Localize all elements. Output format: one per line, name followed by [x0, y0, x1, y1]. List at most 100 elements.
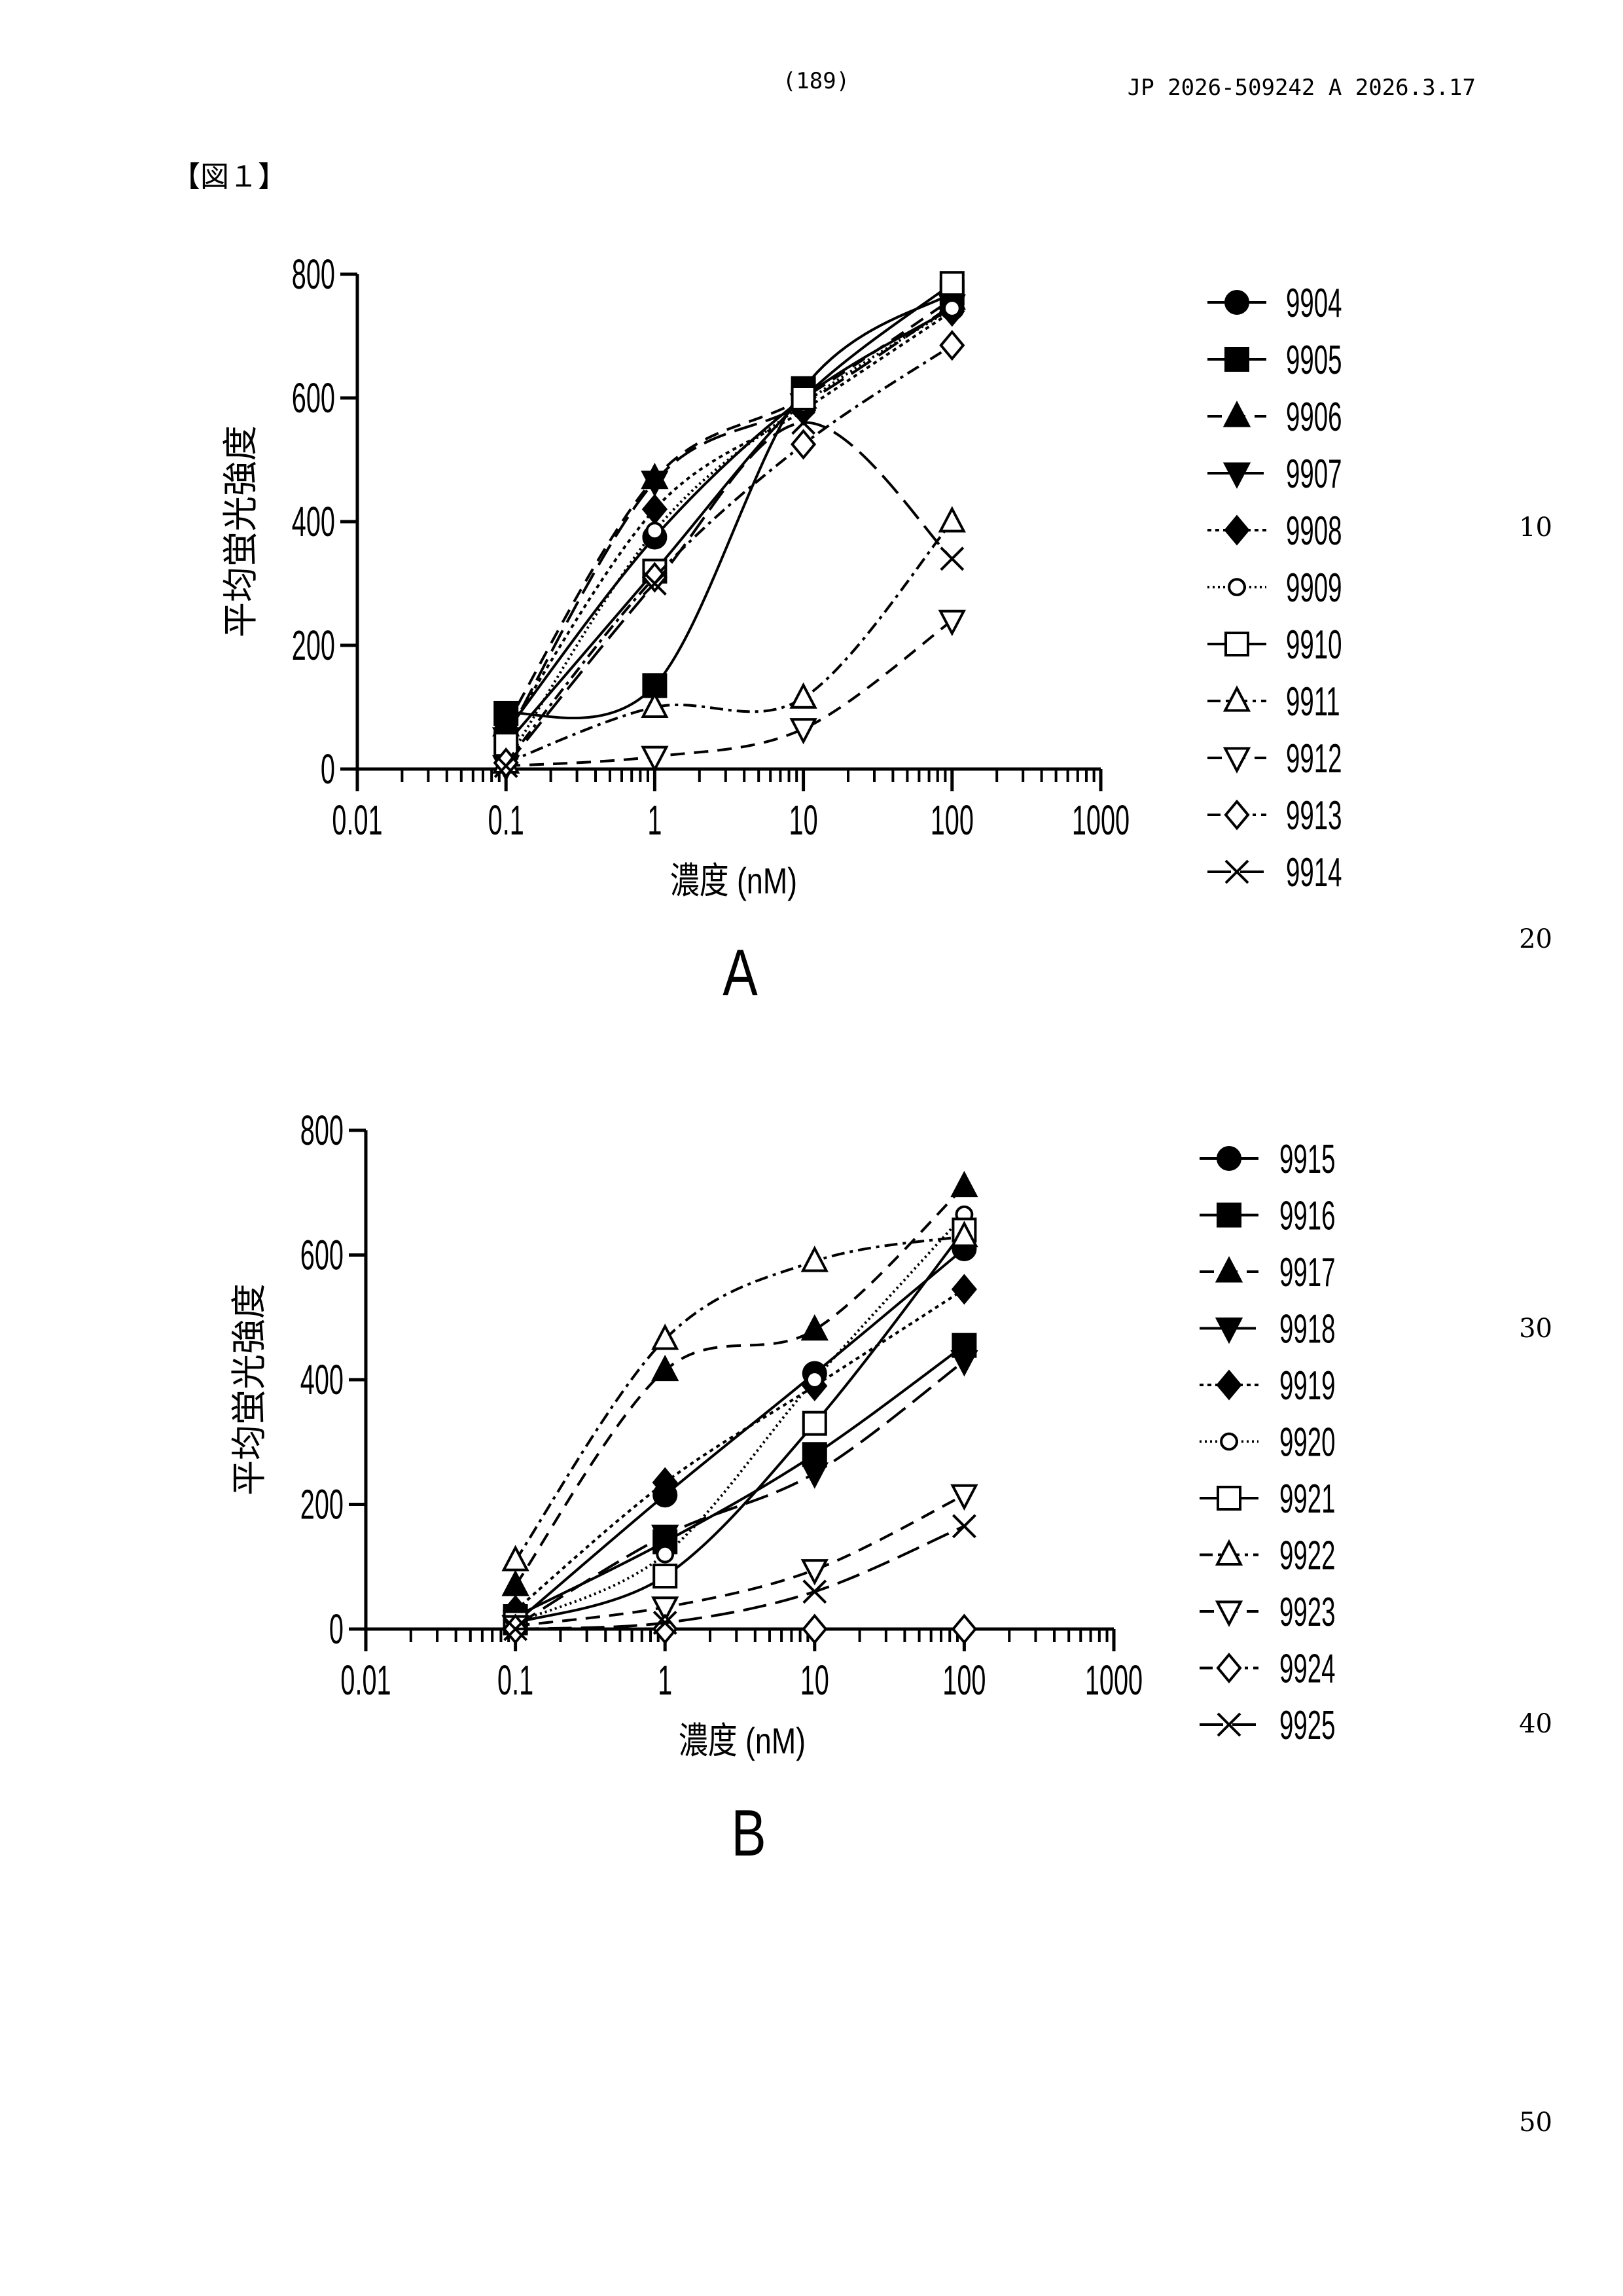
legend-label: 9918: [1279, 1306, 1336, 1352]
filled-circle-marker: [1218, 1147, 1240, 1170]
y-axis-label: 平均蛍光強度: [221, 425, 260, 637]
legend-label: 9908: [1286, 508, 1342, 554]
legend-label: 9907: [1286, 451, 1342, 497]
legend-label: 9906: [1286, 394, 1342, 440]
x-tick-label: 0.1: [497, 1658, 533, 1704]
series-line: [506, 346, 952, 763]
y-tick-label: 400: [300, 1357, 344, 1404]
legend-label: 9917: [1279, 1249, 1336, 1295]
legend-item-9914: 9914: [1207, 850, 1342, 895]
series-line: [506, 312, 952, 735]
legend-item-9906: 9906: [1207, 394, 1342, 440]
x-tick-label: 10: [800, 1658, 829, 1704]
x-axis-label: 濃度 (nM): [679, 1720, 806, 1761]
x-tick-label: 0.01: [332, 798, 382, 844]
page-number: (189): [783, 68, 849, 94]
legend-label: 9923: [1279, 1589, 1336, 1635]
open-square-marker: [1226, 633, 1248, 655]
filled-triangle-down-marker: [803, 1463, 827, 1486]
line-number: 20: [1519, 924, 1552, 954]
open-diamond-marker: [1226, 802, 1248, 829]
x-tick-label: 1: [658, 1658, 672, 1704]
y-tick-label: 800: [292, 252, 335, 298]
open-triangle-up-marker: [504, 1548, 527, 1570]
filled-triangle-up-marker: [504, 1573, 527, 1595]
panel-label: B: [731, 1797, 766, 1871]
open-diamond-marker: [793, 431, 815, 457]
series-9912: [494, 611, 963, 779]
open-triangle-up-marker: [792, 685, 815, 708]
series-9920: [508, 1207, 972, 1631]
open-circle-marker: [807, 1372, 823, 1388]
legend-item-9907: 9907: [1207, 451, 1342, 497]
series-line: [506, 308, 952, 732]
legend-label: 9914: [1286, 850, 1342, 895]
line-number: 40: [1519, 1709, 1552, 1739]
filled-triangle-up-marker: [953, 1174, 976, 1196]
series-9925: [505, 1515, 976, 1640]
legend-item-9918: 9918: [1200, 1306, 1336, 1352]
filled-triangle-down-marker: [1217, 1319, 1241, 1341]
x-tick-label: 1000: [1085, 1658, 1143, 1704]
open-square-marker: [941, 272, 963, 295]
series-9922: [504, 1223, 976, 1570]
legend-item-9919: 9919: [1200, 1363, 1336, 1408]
filled-diamond-marker: [953, 1276, 975, 1302]
series-line: [516, 1346, 965, 1617]
legend-item-9910: 9910: [1207, 622, 1342, 668]
legend-label: 9911: [1286, 679, 1340, 725]
open-circle-marker: [944, 300, 960, 316]
legend-item-9922: 9922: [1200, 1532, 1336, 1578]
legend-item-9911: 9911: [1207, 679, 1340, 725]
open-triangle-down-marker: [953, 1486, 976, 1508]
cross-marker: [953, 1515, 975, 1537]
filled-square-marker: [1226, 348, 1248, 370]
series-9907: [494, 296, 963, 751]
line-numbers: 1020304050: [1519, 512, 1552, 2138]
legend-label: 9905: [1286, 337, 1342, 383]
series-line: [506, 305, 952, 738]
legend-item-9905: 9905: [1207, 337, 1342, 383]
legend-item-9924: 9924: [1200, 1645, 1336, 1691]
series-9915: [505, 1238, 976, 1634]
figure-label: 【図１】: [171, 160, 287, 194]
legend-label: 9912: [1286, 736, 1342, 781]
legend-label: 9924: [1279, 1645, 1336, 1691]
legend-label: 9909: [1286, 565, 1342, 611]
x-tick-label: 100: [931, 798, 974, 844]
legend-label: 9919: [1279, 1363, 1336, 1408]
legend-label: 9913: [1286, 793, 1342, 838]
cross-marker: [941, 548, 963, 570]
series-line: [516, 1495, 965, 1626]
legend-item-9912: 9912: [1207, 736, 1342, 781]
series-line: [516, 1526, 965, 1629]
series-line: [516, 1215, 965, 1623]
y-tick-label: 0: [329, 1607, 344, 1653]
filled-triangle-down-marker: [1225, 464, 1249, 486]
filled-diamond-marker: [643, 496, 666, 523]
filled-circle-marker: [1226, 291, 1248, 314]
open-circle-marker: [1221, 1434, 1237, 1450]
line-number: 10: [1519, 512, 1552, 543]
legend-item-9908: 9908: [1207, 508, 1342, 554]
line-number: 50: [1519, 2108, 1552, 2138]
open-triangle-up-marker: [1225, 688, 1249, 710]
chart-B: 02004006008000.010.11101001000濃度 (nM)平均蛍…: [230, 1108, 1336, 1871]
series-9916: [505, 1335, 976, 1628]
x-axis-label: 濃度 (nM): [670, 860, 797, 901]
panel-label: A: [722, 937, 758, 1010]
open-diamond-marker: [941, 332, 963, 359]
series-line: [516, 1187, 965, 1586]
series-9914: [495, 412, 963, 777]
legend-item-9920: 9920: [1200, 1419, 1336, 1465]
legend-item-9916: 9916: [1200, 1193, 1336, 1238]
filled-diamond-marker: [1218, 1372, 1240, 1399]
y-tick-label: 600: [292, 376, 335, 422]
open-triangle-up-marker: [1217, 1542, 1241, 1564]
series-line: [516, 1249, 965, 1623]
legend-item-9917: 9917: [1200, 1249, 1336, 1295]
x-tick-label: 10: [789, 798, 818, 844]
open-diamond-marker: [1218, 1655, 1240, 1681]
open-square-marker: [1218, 1487, 1240, 1509]
x-tick-label: 100: [942, 1658, 986, 1704]
